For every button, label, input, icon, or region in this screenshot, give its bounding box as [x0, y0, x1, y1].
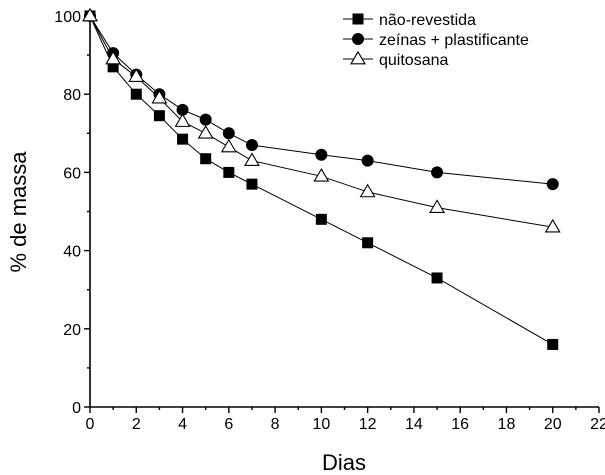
legend-label: zeínas + plastificante	[379, 32, 529, 49]
x-tick-label: 6	[224, 416, 233, 433]
y-tick-label: 60	[63, 165, 81, 182]
data-point	[128, 68, 145, 82]
y-axis-title: % de massa	[6, 151, 31, 273]
data-point	[151, 89, 168, 104]
y-tick-label: 0	[72, 400, 81, 417]
data-point	[130, 88, 142, 100]
data-point	[359, 183, 376, 198]
legend-label: não-revestida	[379, 12, 476, 29]
data-point	[547, 338, 559, 350]
data-point	[546, 178, 559, 191]
legend-item: quitosana	[343, 50, 448, 69]
x-tick-label: 22	[590, 416, 605, 433]
data-point	[431, 272, 443, 284]
data-point	[362, 237, 374, 249]
x-tick-label: 18	[498, 416, 516, 433]
legend-item: zeínas + plastificante	[343, 32, 529, 49]
series-line	[89, 15, 553, 228]
data-point	[107, 61, 119, 73]
x-tick-label: 12	[359, 416, 377, 433]
legend-marker	[350, 50, 366, 65]
x-tick-label: 0	[86, 416, 95, 433]
x-tick-label: 8	[271, 416, 280, 433]
data-point	[429, 199, 446, 213]
x-tick-label: 10	[312, 416, 330, 433]
data-point	[313, 168, 330, 182]
ticks: 0 2 4 6 8 10 12 14 16 18 20 22 0 20 40 60 80 100	[54, 9, 605, 433]
y-tick-label: 80	[63, 87, 81, 104]
legend: não-revestida zeínas + plastificante quito…	[343, 12, 529, 69]
x-tick-label: 2	[132, 416, 141, 433]
data-point	[177, 133, 189, 145]
x-tick-label: 20	[544, 416, 562, 433]
data-point	[222, 127, 235, 140]
data-point	[200, 153, 212, 165]
legend-item: não-revestida	[343, 12, 476, 29]
series-3	[82, 7, 561, 233]
series-1	[84, 10, 559, 350]
data-point	[246, 178, 258, 190]
y-tick-label: 40	[63, 244, 81, 261]
y-tick-label: 20	[63, 322, 81, 339]
data-point	[220, 138, 237, 153]
series-layer	[82, 7, 561, 350]
data-point	[245, 139, 258, 152]
data-point	[431, 166, 444, 179]
data-point	[315, 213, 327, 225]
data-point	[315, 148, 328, 161]
x-tick-label: 16	[451, 416, 469, 433]
legend-label: quitosana	[379, 52, 448, 69]
data-point	[243, 152, 260, 167]
y-tick-label: 100	[54, 9, 81, 26]
data-point	[153, 110, 165, 122]
axes	[89, 16, 599, 408]
x-tick-label: 14	[405, 416, 423, 433]
data-point	[176, 103, 189, 116]
data-point	[197, 125, 214, 139]
data-point	[361, 154, 374, 167]
data-point	[82, 7, 98, 22]
data-point	[105, 50, 122, 65]
legend-marker	[352, 13, 364, 25]
x-tick-label: 4	[178, 416, 187, 433]
data-point	[223, 166, 235, 178]
data-point	[544, 218, 561, 233]
data-point	[199, 113, 212, 126]
data-point	[174, 113, 191, 127]
x-axis-title: Dias	[322, 450, 366, 475]
legend-marker	[352, 33, 364, 45]
